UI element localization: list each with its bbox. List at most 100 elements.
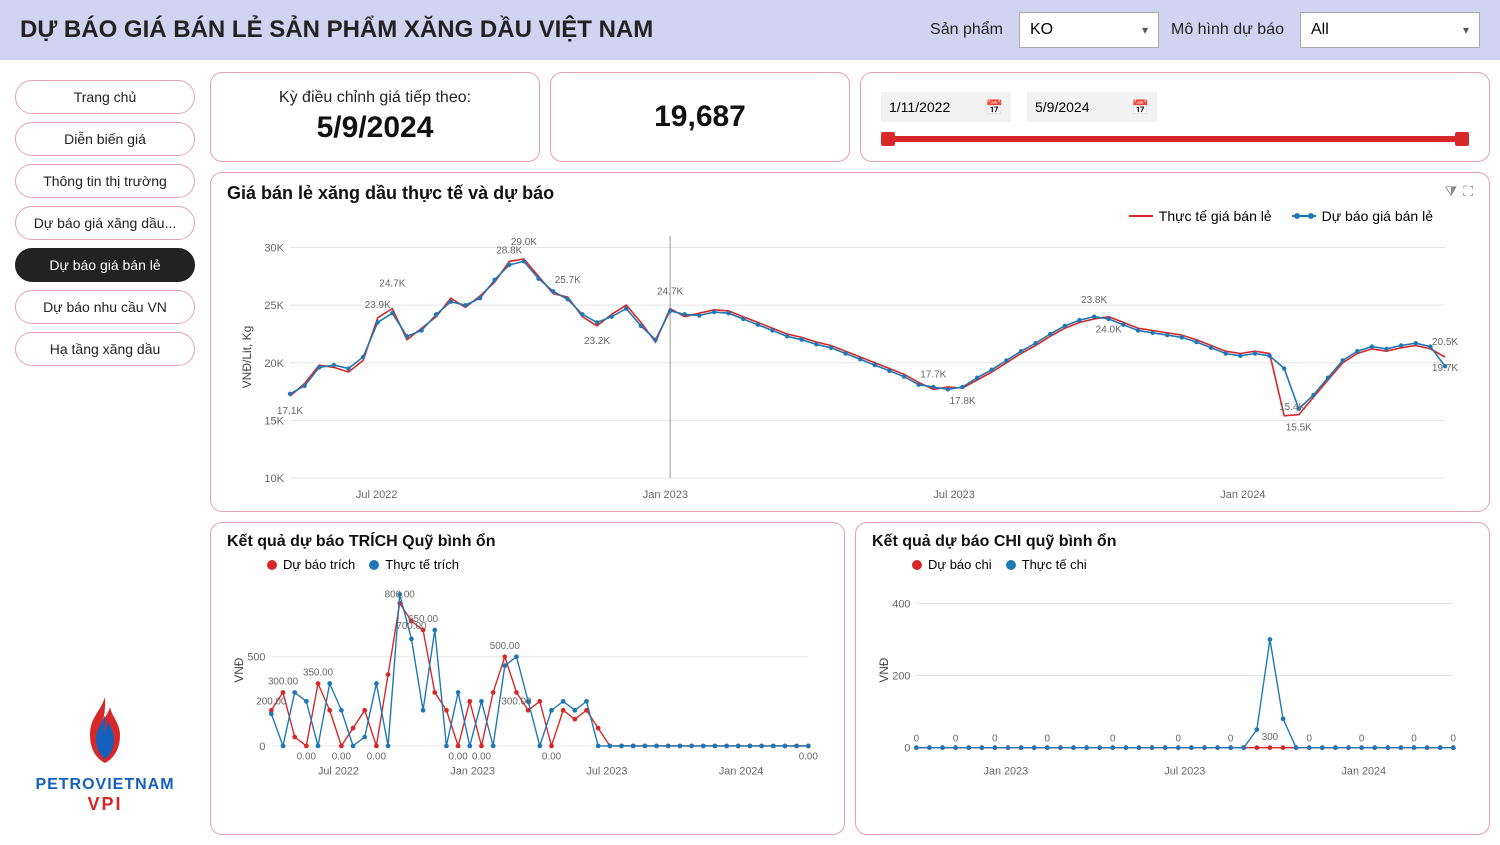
svg-text:23.9K: 23.9K xyxy=(365,300,391,311)
svg-text:0.00: 0.00 xyxy=(367,752,387,763)
next-adjustment-card: Kỳ điều chỉnh giá tiếp theo: 5/9/2024 xyxy=(210,72,540,162)
svg-text:23.8K: 23.8K xyxy=(1081,295,1107,306)
metric-card: 19,687 xyxy=(550,72,850,162)
svg-text:0: 0 xyxy=(1306,734,1312,745)
trich-chart-panel: Kết quả dự báo TRÍCH Quỹ bình ổn Dự báo … xyxy=(210,522,845,835)
model-value: All xyxy=(1311,21,1329,39)
svg-text:500: 500 xyxy=(247,652,265,664)
svg-text:0.00: 0.00 xyxy=(799,752,819,763)
svg-text:0: 0 xyxy=(914,734,920,745)
chi-chart-panel: Kết quả dự báo CHI quỹ bình ổn Dự báo ch… xyxy=(855,522,1490,835)
legend-item[interactable]: Thực tế giá bán lẻ xyxy=(1129,208,1272,224)
svg-text:25.7K: 25.7K xyxy=(555,275,581,286)
main-chart-panel: Giá bán lẻ xăng dầu thực tế và dự báo ⧩ … xyxy=(210,172,1490,512)
model-label: Mô hình dự báo xyxy=(1171,21,1284,39)
slider-thumb-left[interactable] xyxy=(881,132,895,146)
svg-text:30K: 30K xyxy=(264,243,284,255)
svg-text:0.00: 0.00 xyxy=(472,752,492,763)
svg-text:0: 0 xyxy=(904,743,910,755)
header: DỰ BÁO GIÁ BÁN LẺ SẢN PHẨM XĂNG DẦU VIỆT… xyxy=(0,0,1500,60)
legend-item[interactable]: Thực tế trích xyxy=(369,557,459,572)
svg-text:0: 0 xyxy=(259,741,265,753)
svg-text:VNĐ: VNĐ xyxy=(877,658,891,683)
main-chart-title: Giá bán lẻ xăng dầu thực tế và dự báo xyxy=(227,183,1473,204)
sidebar-item-1[interactable]: Diễn biến giá xyxy=(15,122,195,156)
chevron-down-icon: ▾ xyxy=(1142,23,1148,37)
filter-icon[interactable]: ⧩ xyxy=(1445,183,1458,200)
sidebar-item-4[interactable]: Dự báo giá bán lẻ xyxy=(15,248,195,282)
svg-text:Jul 2023: Jul 2023 xyxy=(1164,766,1205,778)
legend-item[interactable]: Thực tế chi xyxy=(1006,557,1087,572)
sidebar-item-3[interactable]: Dự báo giá xăng dầu... xyxy=(15,206,195,240)
svg-text:19.7K: 19.7K xyxy=(1432,363,1458,374)
chi-chart: 0200400Jan 2023Jul 2023Jan 2024VNĐ000000… xyxy=(872,574,1473,784)
svg-text:17.7K: 17.7K xyxy=(920,369,946,380)
focus-icon[interactable]: ⛶ xyxy=(1463,183,1473,200)
date-range-slider[interactable] xyxy=(885,136,1465,142)
svg-text:0: 0 xyxy=(1110,734,1116,745)
svg-text:25K: 25K xyxy=(264,300,284,312)
svg-text:Jul 2023: Jul 2023 xyxy=(933,489,975,501)
svg-text:VNĐ/Lit, Kg: VNĐ/Lit, Kg xyxy=(240,326,254,389)
flame-icon xyxy=(80,695,130,765)
trich-chart-title: Kết quả dự báo TRÍCH Quỹ bình ổn xyxy=(227,533,828,551)
svg-text:300: 300 xyxy=(1262,732,1279,743)
svg-text:0.00: 0.00 xyxy=(449,752,469,763)
svg-text:0: 0 xyxy=(953,734,959,745)
svg-text:0: 0 xyxy=(1451,734,1457,745)
sidebar-item-6[interactable]: Hạ tầng xăng dầu xyxy=(15,332,195,366)
svg-text:10K: 10K xyxy=(264,473,284,485)
calendar-icon: 📅 xyxy=(1132,99,1149,116)
product-dropdown[interactable]: KO ▾ xyxy=(1019,12,1159,48)
date-from-input[interactable]: 1/11/2022 📅 xyxy=(881,92,1011,122)
svg-text:20K: 20K xyxy=(264,358,284,370)
svg-text:Jan 2024: Jan 2024 xyxy=(719,766,764,778)
svg-text:Jan 2023: Jan 2023 xyxy=(984,766,1029,778)
svg-text:800.00: 800.00 xyxy=(385,589,416,600)
svg-text:Jan 2023: Jan 2023 xyxy=(643,489,688,501)
svg-text:500.00: 500.00 xyxy=(490,641,521,652)
svg-text:VNĐ: VNĐ xyxy=(232,658,246,683)
svg-text:650.00: 650.00 xyxy=(408,614,439,625)
sidebar-item-2[interactable]: Thông tin thị trường xyxy=(15,164,195,198)
legend-item[interactable]: Dự báo giá bán lẻ xyxy=(1292,208,1433,224)
svg-text:20.5K: 20.5K xyxy=(1432,337,1458,348)
legend-item[interactable]: Dự báo chi xyxy=(912,557,992,572)
svg-text:Jan 2023: Jan 2023 xyxy=(450,766,495,778)
svg-text:Jan 2024: Jan 2024 xyxy=(1342,766,1387,778)
chi-chart-title: Kết quả dự báo CHI quỹ bình ổn xyxy=(872,533,1473,551)
svg-text:17.1K: 17.1K xyxy=(277,406,303,417)
svg-text:0: 0 xyxy=(1228,734,1234,745)
svg-text:200.00: 200.00 xyxy=(256,696,287,707)
svg-text:300.00: 300.00 xyxy=(501,696,532,707)
date-to-input[interactable]: 5/9/2024 📅 xyxy=(1027,92,1157,122)
svg-text:24.0K: 24.0K xyxy=(1096,325,1122,336)
next-adjustment-label: Kỳ điều chỉnh giá tiếp theo: xyxy=(279,89,471,107)
svg-text:24.7K: 24.7K xyxy=(657,287,683,298)
svg-text:24.7K: 24.7K xyxy=(379,279,405,290)
svg-text:0: 0 xyxy=(1176,734,1182,745)
svg-text:Jul 2023: Jul 2023 xyxy=(586,766,627,778)
calendar-icon: 📅 xyxy=(986,99,1003,116)
metric-value: 19,687 xyxy=(654,100,746,134)
logo-text-1: PETROVIETNAM xyxy=(35,776,174,794)
svg-text:300.00: 300.00 xyxy=(268,677,299,688)
product-value: KO xyxy=(1030,21,1053,39)
slider-thumb-right[interactable] xyxy=(1455,132,1469,146)
svg-text:Jul 2022: Jul 2022 xyxy=(356,489,398,501)
svg-text:0: 0 xyxy=(1411,734,1417,745)
model-dropdown[interactable]: All ▾ xyxy=(1300,12,1480,48)
legend-item[interactable]: Dự báo trích xyxy=(267,557,355,572)
header-controls: Sản phẩm KO ▾ Mô hình dự báo All ▾ xyxy=(930,12,1480,48)
svg-text:0.00: 0.00 xyxy=(542,752,562,763)
next-adjustment-value: 5/9/2024 xyxy=(317,111,434,145)
svg-text:0.00: 0.00 xyxy=(297,752,317,763)
svg-text:0: 0 xyxy=(1359,734,1365,745)
svg-text:15.5K: 15.5K xyxy=(1286,423,1312,434)
svg-text:0: 0 xyxy=(1045,734,1051,745)
chevron-down-icon: ▾ xyxy=(1463,23,1469,37)
sidebar-item-5[interactable]: Dự báo nhu cầu VN xyxy=(15,290,195,324)
sidebar-item-0[interactable]: Trang chủ xyxy=(15,80,195,114)
svg-text:17.8K: 17.8K xyxy=(949,396,975,407)
logo-text-2: VPI xyxy=(35,794,174,815)
